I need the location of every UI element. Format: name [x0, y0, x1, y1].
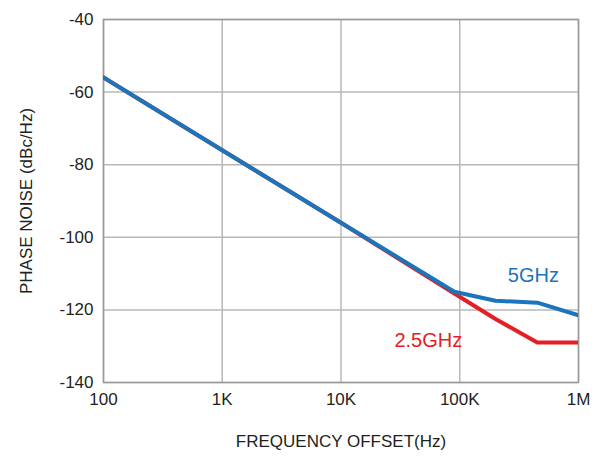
svg-text:-60: -60 [69, 83, 94, 102]
svg-text:100K: 100K [440, 390, 480, 409]
svg-text:10K: 10K [326, 390, 357, 409]
svg-text:-120: -120 [59, 300, 93, 319]
svg-text:FREQUENCY OFFSET(Hz): FREQUENCY OFFSET(Hz) [236, 432, 446, 451]
svg-text:5GHz: 5GHz [508, 264, 559, 286]
svg-text:1M: 1M [567, 390, 591, 409]
svg-text:-100: -100 [59, 228, 93, 247]
svg-text:-80: -80 [69, 155, 94, 174]
svg-text:1K: 1K [212, 390, 233, 409]
svg-text:-140: -140 [59, 373, 93, 392]
svg-text:PHASE NOISE (dBc/Hz): PHASE NOISE (dBc/Hz) [17, 108, 36, 294]
svg-text:100: 100 [89, 390, 117, 409]
svg-text:2.5GHz: 2.5GHz [394, 329, 462, 351]
svg-text:-40: -40 [69, 10, 94, 29]
